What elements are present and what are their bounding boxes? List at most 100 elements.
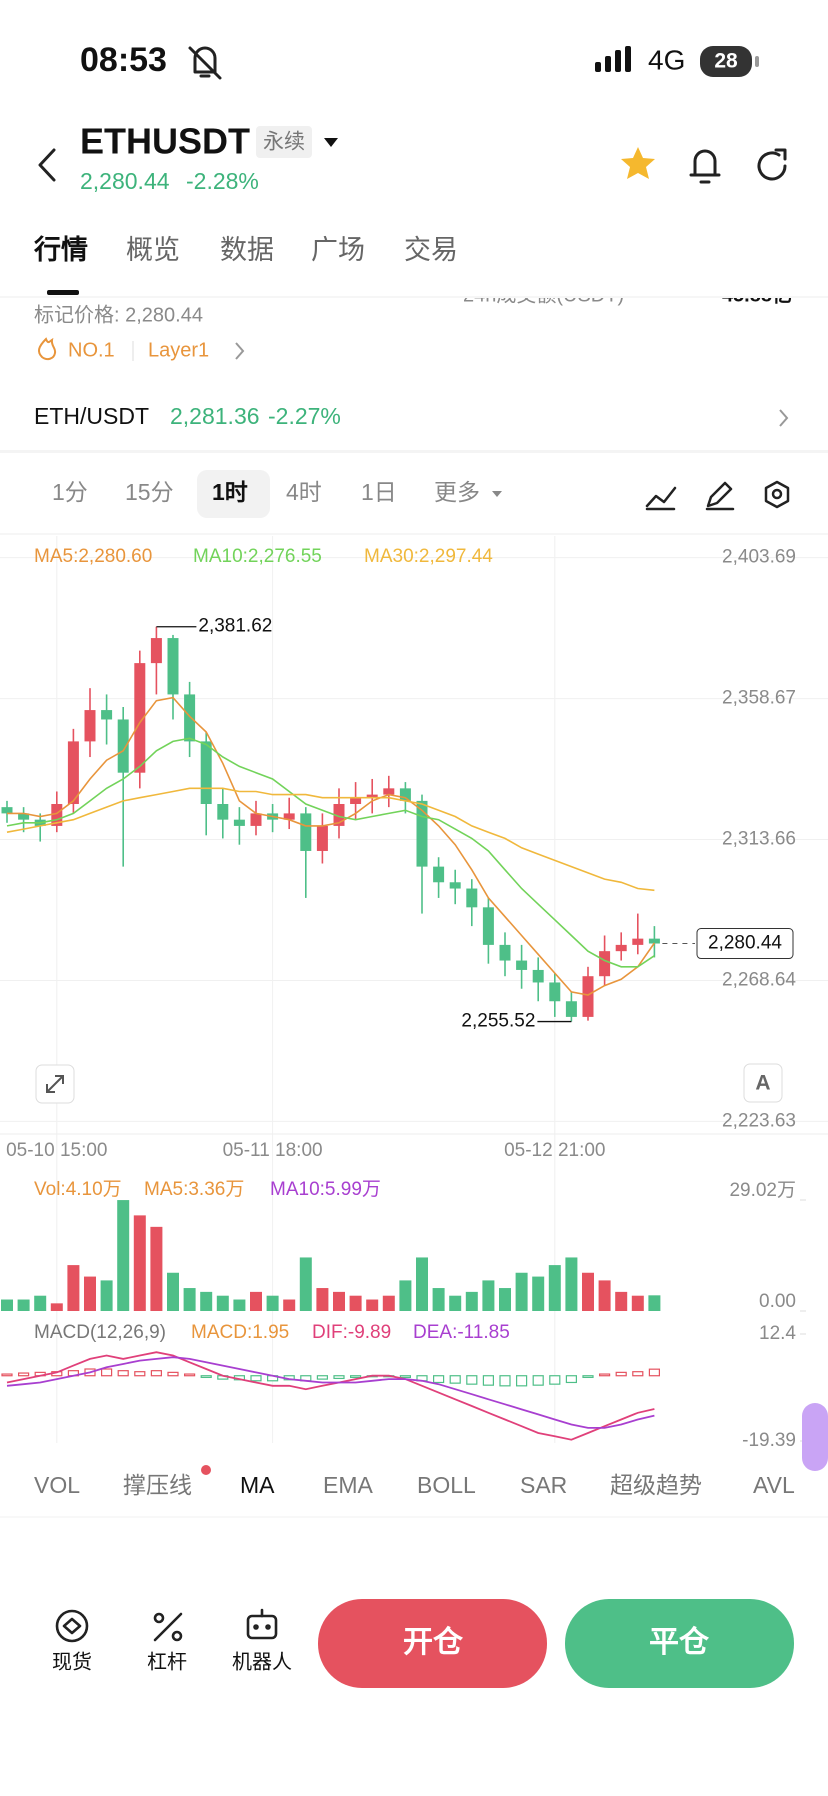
mark-price: 标记价格: 2,280.44 xyxy=(34,303,203,326)
volume-bar xyxy=(366,1299,379,1311)
interval[interactable]: 4时 xyxy=(286,479,322,505)
x-tick-label: 05-11 18:00 xyxy=(223,1140,323,1161)
interval[interactable]: 15分 xyxy=(125,479,174,505)
settings-button[interactable] xyxy=(764,480,790,509)
interval[interactable]: 1分 xyxy=(52,479,88,505)
indicator[interactable]: MA xyxy=(240,1472,275,1498)
last-price-box xyxy=(696,928,794,960)
open-button[interactable] xyxy=(318,1599,547,1688)
tab[interactable]: 交易 xyxy=(404,235,458,265)
volume-bar xyxy=(100,1280,113,1311)
candle-body xyxy=(416,800,428,867)
bottom-label: 杠杆 xyxy=(147,1650,187,1673)
change: -2.28% xyxy=(186,168,259,194)
divider xyxy=(0,450,828,453)
macd-bar xyxy=(433,1375,445,1384)
symbol[interactable]: ETHUSDT xyxy=(80,121,250,162)
candle-body xyxy=(333,804,345,826)
volume-bar xyxy=(299,1257,312,1311)
interval[interactable]: 1时 xyxy=(212,479,248,505)
candle-body xyxy=(350,797,362,805)
candle-body xyxy=(84,710,96,742)
indicator[interactable]: SAR xyxy=(520,1472,567,1498)
volume-bar xyxy=(432,1288,445,1311)
volume-bar xyxy=(465,1291,478,1311)
macd-bar xyxy=(350,1375,362,1379)
indicator[interactable]: VOL xyxy=(34,1472,80,1498)
legend-entry: DEA:-11.85 xyxy=(413,1322,510,1343)
assistant-bubble[interactable] xyxy=(802,1403,828,1471)
macd-bar xyxy=(648,1368,661,1377)
indicator[interactable]: 超级趋势 xyxy=(610,1472,702,1498)
more-arrow xyxy=(492,491,502,497)
volume-bar xyxy=(382,1295,395,1311)
candle-body xyxy=(532,969,544,983)
candle-body xyxy=(101,710,113,720)
battery xyxy=(700,46,752,77)
plot: 05-10 15:00 05-11 18:00 05-12 21:00 2,403.6… xyxy=(0,536,828,1451)
candle-body xyxy=(499,944,511,961)
y-tick-label: 2,313.66 xyxy=(722,829,796,850)
volume-bar xyxy=(17,1299,30,1311)
legend-entry: Vol:4.10万 xyxy=(34,1179,122,1200)
draw-button[interactable] xyxy=(705,481,735,511)
margin-icon[interactable] xyxy=(153,1612,183,1642)
volume: 45.88亿 xyxy=(722,282,792,306)
volume-bar xyxy=(167,1272,179,1311)
volume-bar xyxy=(548,1265,561,1311)
indicator[interactable]: AVL xyxy=(753,1472,795,1498)
tab[interactable]: 广场 xyxy=(311,235,365,265)
spot-pair[interactable]: ETH/USDT xyxy=(34,403,149,429)
volume-bar xyxy=(216,1295,229,1311)
volume-bar xyxy=(150,1226,163,1311)
macd-line xyxy=(6,1356,655,1429)
volume-bar xyxy=(316,1288,329,1311)
volume-bar xyxy=(333,1291,345,1311)
tab[interactable]: 数据 xyxy=(220,235,274,265)
macd-bar xyxy=(565,1375,578,1384)
candle-body xyxy=(582,976,594,1017)
volume-bar xyxy=(631,1295,644,1311)
close-button[interactable] xyxy=(565,1599,794,1688)
sector[interactable]: Layer1 xyxy=(148,339,209,361)
interval[interactable]: 更多 xyxy=(434,479,480,505)
legend-entry: MA5:2,280.60 xyxy=(34,546,152,567)
indicator[interactable]: BOLL xyxy=(417,1472,476,1498)
bot-icon[interactable] xyxy=(246,1608,278,1640)
macd-bar xyxy=(532,1375,544,1386)
tab[interactable]: 行情 xyxy=(33,234,88,265)
indicator[interactable]: 撑压线 xyxy=(123,1472,192,1498)
candle-body xyxy=(648,938,660,944)
network: 4G xyxy=(648,44,685,75)
tab[interactable]: 概览 xyxy=(126,235,180,265)
chart-type-button[interactable] xyxy=(645,486,677,511)
candle-body xyxy=(516,960,528,970)
candle-body xyxy=(167,638,179,695)
share-button[interactable] xyxy=(757,148,787,181)
volume-bar xyxy=(233,1299,246,1311)
macd-bar xyxy=(134,1371,146,1377)
volume-bar xyxy=(349,1295,362,1311)
indicator[interactable]: EMA xyxy=(323,1472,374,1498)
back-button[interactable] xyxy=(38,148,56,182)
chevron xyxy=(235,342,245,360)
alert-button[interactable] xyxy=(689,149,721,184)
interval[interactable]: 1日 xyxy=(361,479,397,505)
volume-bar xyxy=(133,1215,146,1311)
candle-body xyxy=(433,866,445,883)
auto-button[interactable] xyxy=(743,1063,783,1103)
candle-body xyxy=(150,638,162,664)
dropdown[interactable] xyxy=(324,138,338,147)
candle-body xyxy=(632,938,644,945)
macd-bar xyxy=(598,1373,611,1377)
favorite[interactable] xyxy=(621,147,655,179)
volume-bar xyxy=(50,1303,63,1311)
y-tick-label: 2,223.63 xyxy=(722,1110,796,1131)
spot-icon[interactable] xyxy=(55,1609,89,1643)
spot-price: 2,281.36 xyxy=(170,403,260,429)
candle-body xyxy=(67,741,79,805)
candle-body xyxy=(217,804,229,820)
chevron xyxy=(779,409,789,427)
candle-body xyxy=(18,813,30,820)
macd-bar xyxy=(167,1371,179,1377)
